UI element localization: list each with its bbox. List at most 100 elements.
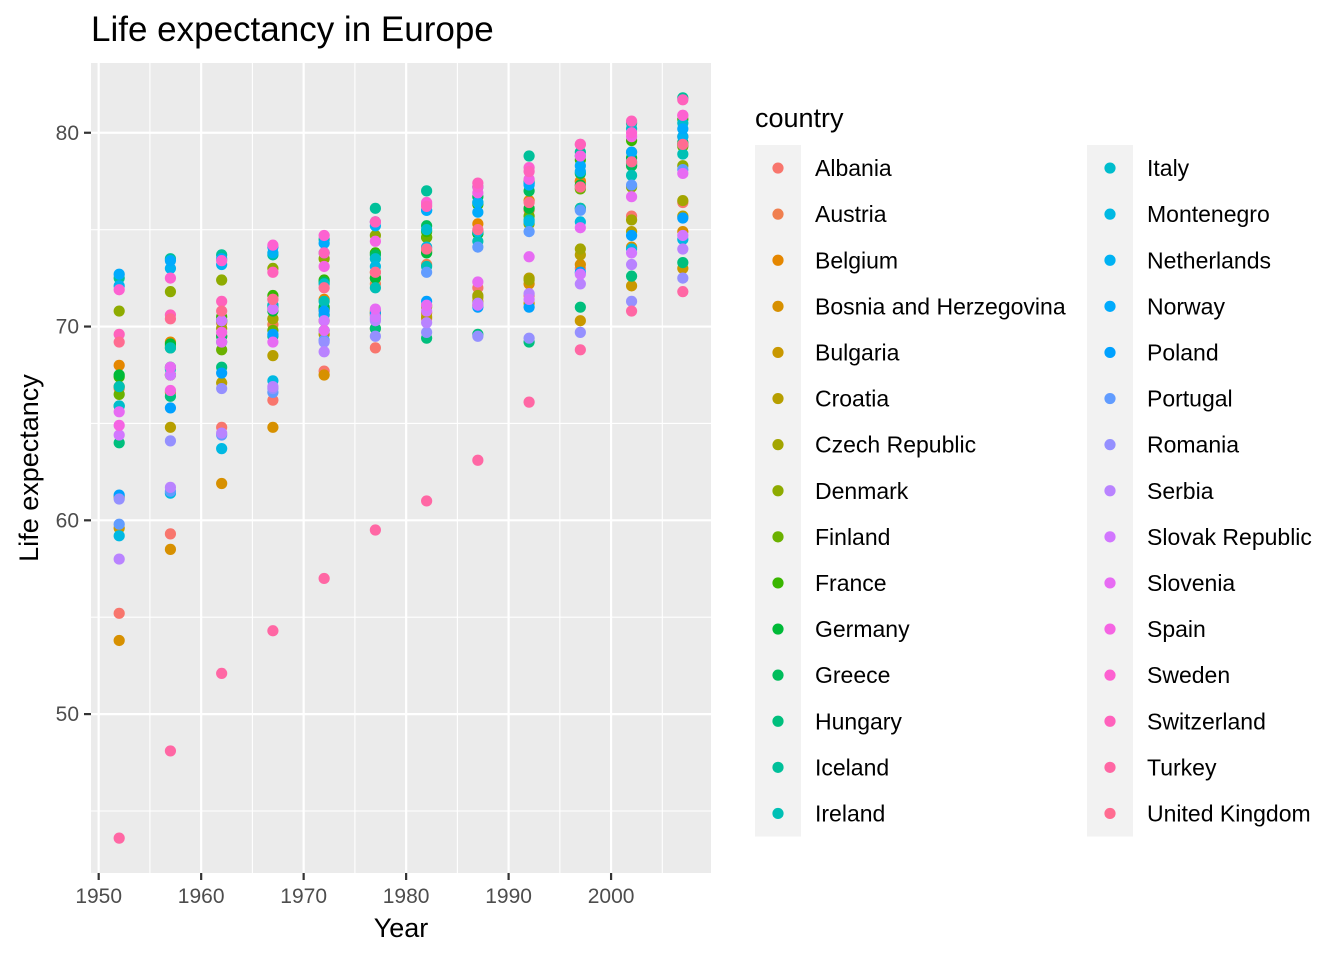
minor-gridlines [91,63,711,873]
legend-key [772,346,784,359]
data-point [625,305,638,317]
legend-label: Croatia [815,386,889,412]
data-point [113,406,125,418]
legend-key [1104,208,1116,220]
data-point [472,454,484,466]
data-point [523,332,535,344]
data-point [113,429,125,441]
data-point [113,419,125,431]
y-axis: 50 60 70 80 [56,122,91,726]
data-point [113,493,125,505]
legend-label: Denmark [815,478,909,504]
data-point [267,293,279,306]
data-point [574,315,586,327]
data-point [113,369,125,381]
data-point [677,131,689,143]
x-tick-label: 1980 [383,885,430,908]
legend-key [772,715,784,727]
data-point [523,173,535,185]
legend-key [772,807,784,820]
data-point [523,396,535,408]
data-point [164,369,177,381]
plot-panel [91,63,711,873]
data-point [421,266,433,278]
data-point [574,258,586,271]
data-point [421,495,433,507]
legend-key [1104,577,1116,589]
data-point [267,381,279,393]
legend-key [1104,761,1116,773]
data-point [677,194,689,207]
data-point [472,289,484,302]
data-point [625,115,638,127]
legend-label: Ireland [815,800,885,826]
data-point [523,251,535,263]
legend-key [772,300,784,312]
legend-key [772,531,784,543]
data-point [318,315,330,327]
legend-label: Albania [815,155,892,181]
legend-key [772,439,784,451]
data-point [318,369,330,381]
legend-key [772,623,784,635]
data-point [472,330,484,342]
data-point [472,206,484,218]
data-point [113,381,125,393]
data-point [472,299,484,311]
data-point [625,247,638,259]
data-point [523,216,535,228]
legend-key [1104,162,1116,174]
data-point [164,435,177,447]
x-tick-label: 1960 [178,885,225,908]
data-point [267,328,279,340]
legend-label: Bulgaria [815,339,900,365]
legend-label: Czech Republic [815,432,976,458]
data-point [523,165,535,178]
data-point [677,148,689,160]
legend-label: Montenegro [1147,201,1270,227]
legend-key [772,254,784,266]
data-points [113,92,689,844]
y-axis-title: Life expectancy [14,374,44,562]
chart-title: Life expectancy in Europe [91,10,494,49]
x-tick-label: 1970 [280,885,327,908]
data-point [523,196,535,209]
data-point [574,204,586,216]
data-point [625,146,638,158]
data-point [318,324,330,337]
x-axis: 1950 1960 1970 1980 1990 2000 [75,873,634,908]
legend-label: Poland [1147,339,1219,365]
legend-key [1104,807,1116,820]
data-point [216,295,228,307]
data-point [574,150,586,162]
data-point [677,243,689,255]
data-point [267,625,279,637]
data-point [574,222,586,234]
data-point [421,185,433,197]
legend-label: Germany [815,616,910,642]
data-point [677,272,689,284]
data-point [625,191,638,203]
legend-label: France [815,570,887,596]
data-point [164,543,177,555]
data-point [625,229,638,242]
data-point [164,402,177,414]
data-point [318,572,330,585]
data-point [369,282,381,294]
data-point [113,328,125,340]
data-point [523,274,535,286]
data-point [216,326,228,338]
data-point [677,229,689,242]
data-point [216,315,228,327]
legend-key [772,392,784,405]
data-point [216,667,228,680]
data-point [421,326,433,338]
legend-label: Spain [1147,616,1206,642]
data-point [523,150,535,162]
legend-key [1104,669,1116,681]
data-point [472,276,484,288]
data-point [164,342,177,354]
data-point [216,255,228,267]
legend-label: Slovak Republic [1147,524,1312,550]
